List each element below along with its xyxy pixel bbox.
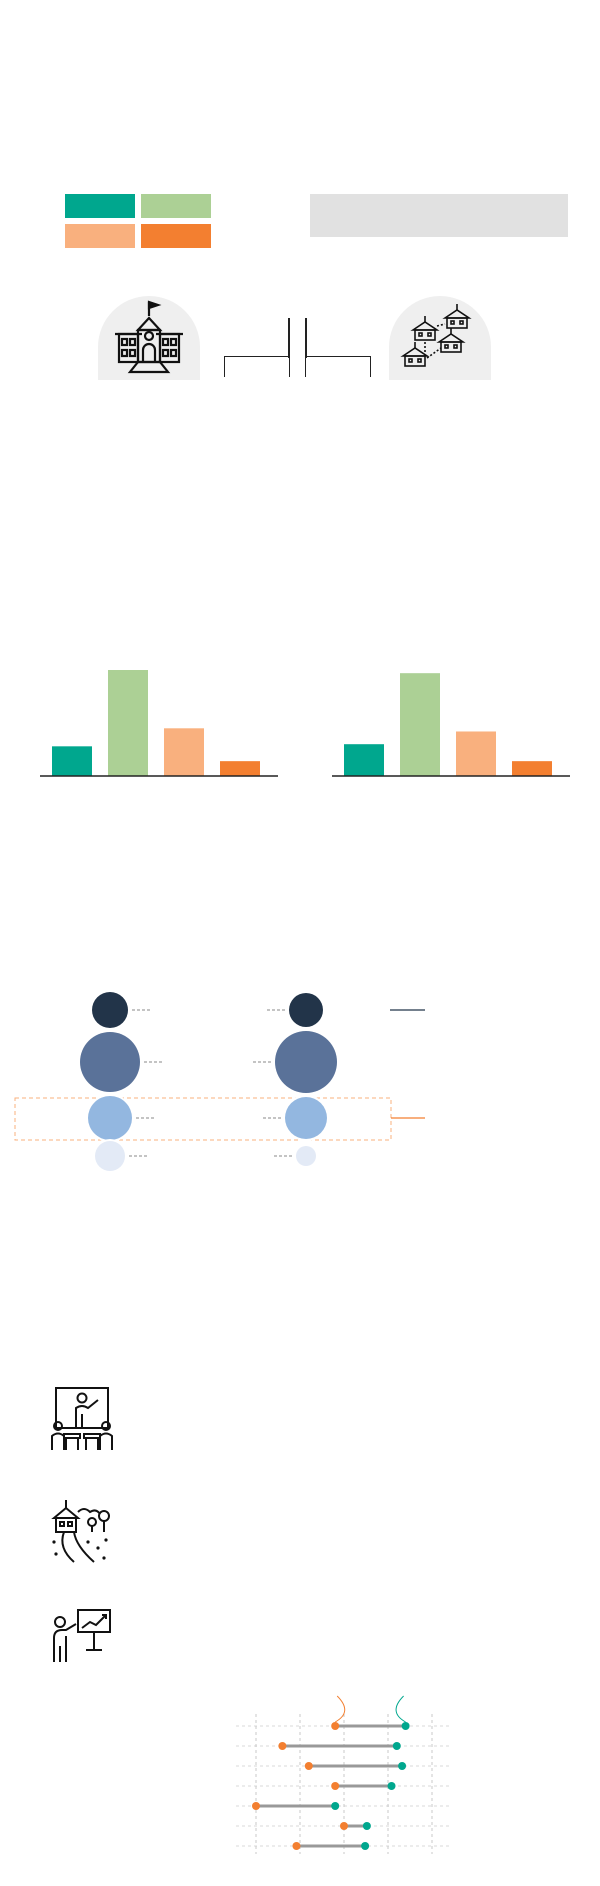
dumbbell-end-4: [331, 1802, 340, 1810]
legend-swatch-peach: [65, 224, 135, 248]
title-bar: [310, 194, 568, 237]
dumbbell-start-2: [304, 1762, 313, 1770]
bar-chart-left-bar-3: [220, 761, 260, 776]
school-badge: [98, 296, 200, 380]
school-building-icon: [115, 300, 183, 374]
dumbbell-start-4: [252, 1802, 260, 1810]
dumbbell-end-0: [401, 1722, 410, 1730]
bubble-0-3: [95, 1141, 125, 1171]
dumbbell-end-6: [361, 1842, 370, 1850]
bubble-0-2: [88, 1096, 132, 1140]
bar-chart-left: [40, 670, 278, 777]
bubble-1-1: [275, 1031, 337, 1093]
legend-swatch-orange: [141, 224, 211, 248]
dumbbell-end-5: [362, 1822, 371, 1830]
bubble-0-0: [92, 992, 128, 1028]
dumbbell-chart: [236, 1695, 450, 1854]
campus-path-icon: [51, 1500, 110, 1563]
legend-swatch-teal: [65, 194, 135, 218]
school-network-icon: [400, 304, 472, 367]
dumbbell-start-6: [292, 1842, 301, 1850]
connector-right: [305, 356, 371, 377]
dumbbell-start-1: [278, 1742, 287, 1750]
dumbbell-end-3: [387, 1782, 396, 1790]
dumbbell-end-1: [392, 1742, 401, 1750]
presentation-board-icon: [53, 1609, 111, 1662]
connector-left: [224, 356, 290, 377]
start-marker-curl: [334, 1695, 346, 1723]
legend-swatch-light-green: [141, 194, 211, 218]
bar-chart-right-bar-2: [456, 731, 496, 776]
bubble-1-0: [289, 993, 323, 1027]
bubble-chart: [14, 990, 425, 1173]
bar-chart-left-bar-1: [108, 670, 148, 776]
bar-chart-right: [332, 673, 570, 777]
school-network-badge: [389, 296, 491, 380]
bar-chart-left-bar-2: [164, 728, 204, 776]
end-marker-curl: [395, 1695, 406, 1723]
dumbbell-end-2: [398, 1762, 407, 1770]
connector-right-stem: [305, 318, 307, 358]
classroom-teacher-icon: [51, 1387, 113, 1450]
bubble-1-3: [296, 1146, 316, 1166]
connector-left-stem: [288, 318, 290, 358]
bar-chart-right-bar-0: [344, 744, 384, 776]
bubble-1-2: [285, 1097, 327, 1139]
dumbbell-start-3: [331, 1782, 340, 1790]
bar-chart-right-bar-1: [400, 673, 440, 776]
bar-chart-right-bar-3: [512, 761, 552, 776]
dumbbell-start-5: [340, 1822, 348, 1830]
highlight-band: [14, 1097, 392, 1141]
bubble-0-1: [80, 1032, 140, 1092]
dumbbell-start-0: [331, 1722, 340, 1730]
bar-chart-left-bar-0: [52, 746, 92, 776]
